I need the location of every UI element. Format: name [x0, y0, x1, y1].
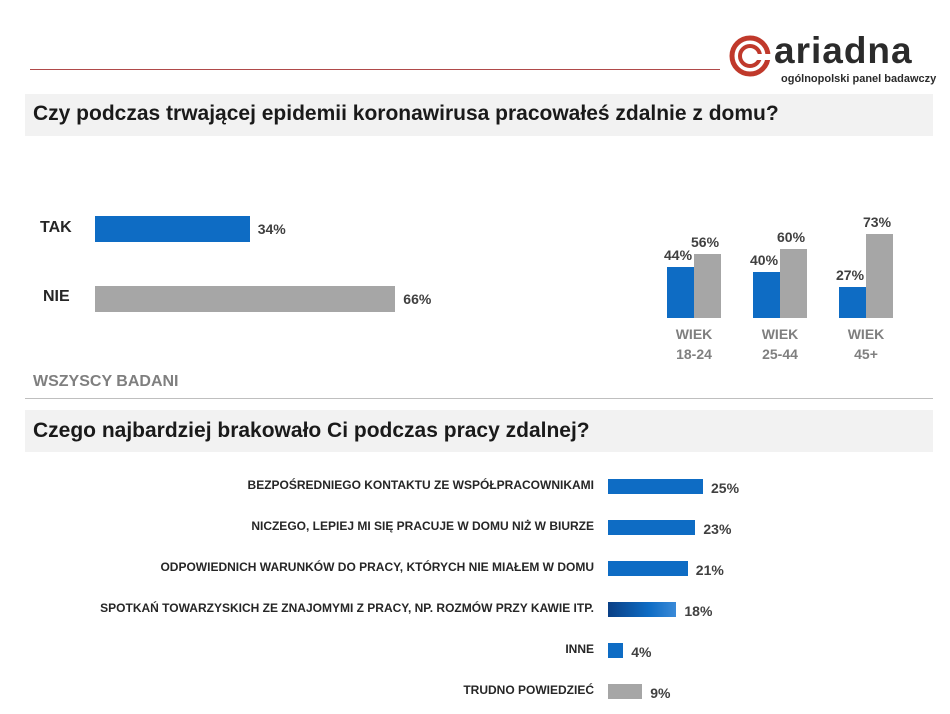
header-divider — [30, 69, 720, 70]
all-respondents-label: WSZYSCY BADANI — [33, 373, 179, 390]
age-label-45: WIEK 45+ — [831, 324, 901, 364]
bar-age-25-44-tak — [753, 272, 780, 318]
reason-bar — [608, 479, 703, 494]
value-label-age-45-nie: 73% — [863, 214, 892, 231]
bar-age-18-24-nie — [694, 253, 721, 318]
reason-bar — [608, 643, 624, 658]
reason-bar — [608, 520, 696, 535]
question1-title: Czy podczas trwającej epidemii koronawir… — [33, 102, 779, 125]
age-label-line1: WIEK — [847, 326, 885, 342]
question2-title: Czego najbardziej brakowało Ci podczas p… — [33, 419, 590, 442]
reason-bar — [608, 602, 677, 617]
reason-bar — [608, 684, 643, 699]
bar-age-18-24-tak — [667, 267, 694, 318]
value-label-age-25-44-tak: 40% — [750, 252, 779, 268]
brand-tagline: ogólnopolski panel badawczy — [781, 73, 937, 85]
ariadna-logo-icon — [729, 35, 774, 77]
reason-value-label: 4% — [631, 644, 652, 660]
value-label-age-18-24-nie: 56% — [691, 233, 720, 250]
value-label-tak: 34% — [257, 221, 286, 237]
value-label-age-25-44-nie: 60% — [777, 229, 806, 245]
cat-label-tak: TAK — [40, 219, 72, 236]
reason-label: TRUDNO POWIEDZIEĆ — [463, 683, 594, 697]
question1-banner — [25, 94, 933, 136]
reason-value-label: 23% — [703, 521, 732, 537]
value-label-age-18-24-tak: 44% — [664, 247, 693, 264]
reason-label: SPOTKAŃ TOWARZYSKICH ZE ZNAJOMYMI Z PRAC… — [100, 601, 594, 615]
reason-bar — [608, 561, 688, 576]
bar-age-45-tak — [839, 286, 866, 318]
bar-nie — [95, 286, 396, 312]
age-label-25-44: WIEK 25-44 — [745, 324, 815, 364]
reason-label: NICZEGO, LEPIEJ MI SIĘ PRACUJE W DOMU NI… — [251, 519, 594, 533]
cat-label-nie: NIE — [43, 288, 70, 305]
reason-value-label: 21% — [695, 562, 724, 578]
age-label-line1: WIEK — [675, 326, 713, 342]
reason-label: INNE — [565, 642, 594, 656]
question2-banner — [25, 410, 933, 452]
value-label-nie: 66% — [403, 291, 432, 307]
reason-label: BEZPOŚREDNIEGO KONTAKTU ZE WSPÓŁPRACOWNI… — [247, 478, 594, 492]
reason-label: ODPOWIEDNICH WARUNKÓW DO PRACY, KTÓRYCH … — [160, 560, 594, 574]
brand-name: ariadna — [774, 30, 913, 71]
age-label-line1: WIEK — [761, 326, 799, 342]
section-divider — [25, 398, 933, 399]
age-label-line2: 18-24 — [676, 346, 712, 362]
age-label-18-24: WIEK 18-24 — [659, 324, 729, 364]
bar-age-25-44-nie — [780, 249, 807, 318]
value-label-age-45-tak: 27% — [836, 266, 865, 283]
age-label-line2: 45+ — [854, 346, 878, 362]
age-label-line2: 25-44 — [762, 346, 798, 362]
bar-age-45-nie — [866, 234, 893, 318]
reason-value-label: 18% — [684, 603, 713, 619]
reason-value-label: 9% — [650, 685, 671, 701]
reason-value-label: 25% — [711, 480, 740, 496]
bar-tak — [95, 216, 250, 242]
